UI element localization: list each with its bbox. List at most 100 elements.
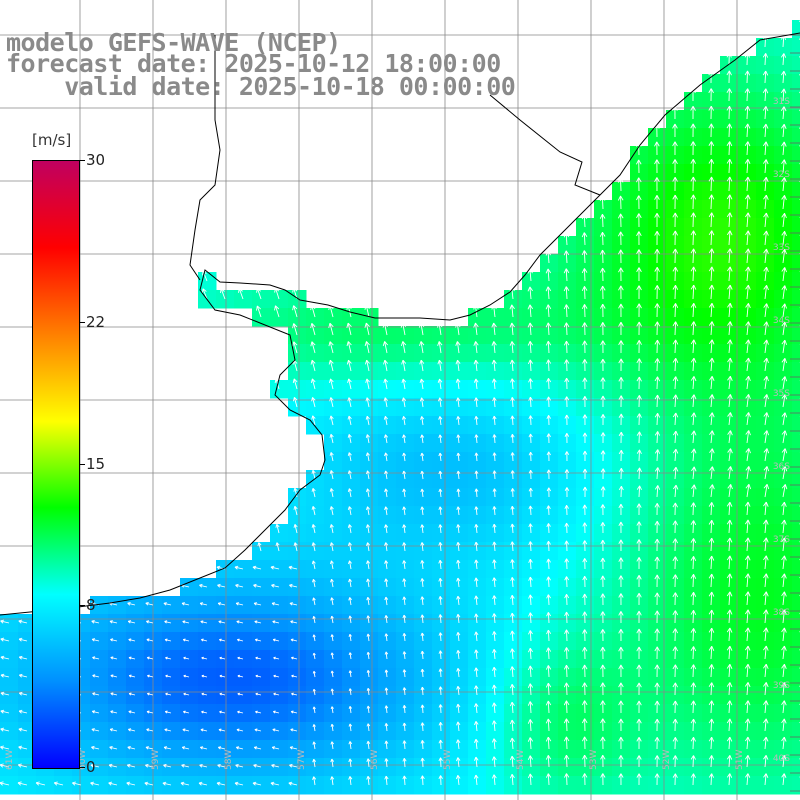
wind-arrow [456,488,461,498]
wind-arrow [654,646,660,660]
wind-arrow [582,540,588,552]
wind-arrow [402,669,407,678]
wind-arrow [456,613,461,624]
wind-arrow [744,141,751,156]
wind-arrow [563,682,570,696]
wind-arrow [582,558,588,570]
colorbar-tick-mark [80,463,85,465]
wind-arrow [636,557,642,570]
wind-arrow [690,502,697,516]
wind-arrow [744,88,751,102]
wind-cell [648,362,667,381]
wind-arrow [636,413,642,426]
wind-arrow [437,341,443,354]
colorbar-tick-label: 22 [86,312,106,331]
wind-cell [576,560,595,579]
wind-cell [360,686,379,705]
wind-cell [378,704,397,723]
wind-arrow [672,646,679,660]
wind-cell [396,758,415,777]
wind-cell [288,686,307,705]
wind-arrow [708,302,715,318]
wind-cell [522,542,541,561]
wind-arrow [636,431,642,444]
wind-arrow [473,774,479,786]
wind-arrow [438,506,443,516]
wind-cell [324,488,343,507]
wind-arrow [781,394,788,408]
wind-arrow [473,738,479,750]
wind-arrow [311,560,316,570]
wind-cell [756,740,775,759]
wind-arrow [164,620,172,624]
wind-arrow [492,506,497,516]
wind-arrow [528,523,533,534]
wind-cell [774,56,793,75]
wind-cell [576,722,595,741]
wind-arrow [402,705,407,714]
wind-arrow [546,359,552,372]
wind-cell [702,632,721,651]
wind-arrow [528,541,533,552]
wind-arrow [708,573,715,588]
wind-cell [396,506,415,525]
wind-arrow [636,303,642,318]
wind-arrow [474,452,479,462]
wind-arrow [293,505,298,516]
wind-arrow [366,740,371,750]
wind-cell [612,290,631,309]
wind-arrow [636,664,642,678]
wind-arrow [672,448,679,462]
wind-arrow [545,718,552,732]
wind-cell [450,488,469,507]
wind-arrow [400,341,407,354]
wind-cell [648,686,667,705]
wind-cell [558,308,577,327]
wind-arrow [763,537,769,552]
wind-cell [738,362,757,381]
wind-arrow [348,688,352,696]
wind-cell [774,398,793,417]
wind-arrow [182,620,190,624]
wind-cell [594,560,613,579]
wind-arrow [420,488,425,498]
wind-cell [648,164,667,183]
wind-cell [756,164,775,183]
wind-arrow [181,746,190,750]
wind-arrow [582,593,588,606]
wind-cell [486,596,505,615]
wind-cell [432,326,451,345]
wind-arrow [384,452,388,462]
wind-cell [774,362,793,381]
wind-arrow [288,781,298,786]
wind-arrow [330,597,334,606]
wind-cell [630,362,649,381]
wind-cell [684,776,703,795]
wind-cell [504,542,523,561]
wind-cell [666,362,685,381]
wind-cell [756,398,775,417]
wind-cell [324,722,343,741]
wind-arrow [563,232,570,246]
wind-arrow [564,522,569,534]
wind-arrow [145,602,154,606]
wind-arrow [672,755,678,768]
wind-cell [522,740,541,759]
wind-arrow [636,682,642,696]
wind-arrow [763,248,769,264]
wind-cell [648,290,667,309]
wind-cell [702,740,721,759]
wind-cell [180,704,199,723]
wind-cell [756,128,775,147]
wind-cell [756,290,775,309]
wind-cell [396,434,415,453]
wind-cell [522,632,541,651]
wind-arrow [72,781,82,786]
wind-arrow [456,703,461,714]
wind-arrow [672,610,679,624]
wind-cell [342,416,361,435]
wind-cell [666,776,685,795]
wind-arrow [270,781,280,786]
wind-arrow [563,340,570,354]
wind-cell [756,578,775,597]
